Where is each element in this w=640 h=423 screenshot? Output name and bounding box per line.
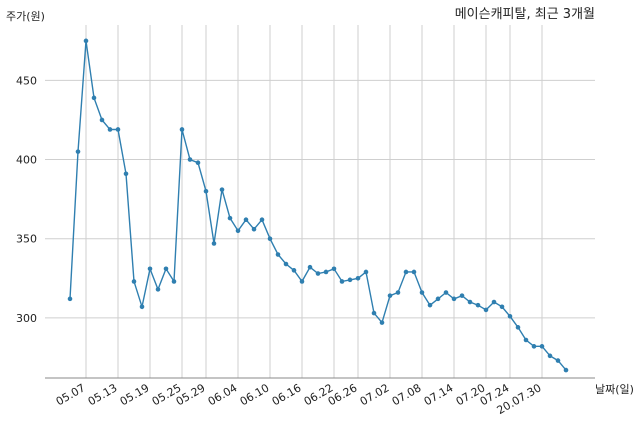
data-point xyxy=(403,269,409,275)
data-point xyxy=(155,287,161,292)
data-point xyxy=(491,299,497,305)
data-point xyxy=(355,275,361,281)
x-tick-label: 05.07 xyxy=(54,381,88,408)
y-tick-label: 450 xyxy=(16,74,37,87)
data-point xyxy=(323,269,329,275)
data-point xyxy=(291,268,297,273)
y-tick-label: 350 xyxy=(16,233,37,246)
series-line xyxy=(69,40,567,371)
x-axis-label: 날짜(일) xyxy=(595,382,634,396)
data-point xyxy=(419,290,425,295)
data-point xyxy=(131,279,137,284)
data-point xyxy=(275,252,281,257)
data-point xyxy=(475,302,481,308)
data-point xyxy=(283,261,289,267)
data-point xyxy=(243,217,249,223)
data-point xyxy=(467,299,473,305)
x-tick-label: 07.14 xyxy=(422,381,456,408)
data-point xyxy=(299,279,305,284)
data-point xyxy=(379,320,385,325)
data-point xyxy=(227,215,233,221)
data-point xyxy=(75,149,81,154)
data-point xyxy=(219,187,225,192)
data-point xyxy=(547,353,553,359)
data-point xyxy=(67,296,73,302)
data-point xyxy=(235,228,241,234)
y-axis-label: 주가(원) xyxy=(6,10,45,23)
data-point xyxy=(195,160,201,166)
data-point xyxy=(107,127,113,132)
data-point xyxy=(539,344,545,349)
data-point xyxy=(507,313,513,319)
y-tick-label: 400 xyxy=(16,154,37,167)
data-point xyxy=(459,293,465,298)
data-point xyxy=(563,367,569,373)
x-tick-label: 06.10 xyxy=(238,381,272,408)
data-point xyxy=(187,157,193,162)
data-point xyxy=(387,293,393,298)
x-tick-label: 05.19 xyxy=(118,381,152,408)
data-point xyxy=(99,117,105,123)
x-tick-label: 07.02 xyxy=(358,381,392,408)
x-tick-label: 06.16 xyxy=(270,381,304,408)
grid-layer xyxy=(45,25,595,378)
data-point xyxy=(523,337,529,343)
label-layer: 메이슨캐피탈, 최근 3개월 주가(원) 날짜(일) xyxy=(6,7,634,396)
data-point xyxy=(115,127,121,132)
data-point xyxy=(259,217,265,223)
data-point xyxy=(163,266,169,272)
data-point xyxy=(123,171,129,177)
data-point xyxy=(395,290,401,295)
series-layer xyxy=(67,38,569,373)
data-point xyxy=(331,266,337,272)
data-point xyxy=(411,269,417,275)
data-point xyxy=(171,279,177,284)
data-point xyxy=(307,264,313,270)
chart-title: 메이슨캐피탈, 최근 3개월 xyxy=(455,7,595,22)
data-point xyxy=(363,269,369,275)
data-point xyxy=(91,95,97,101)
data-point xyxy=(267,236,273,241)
axis-layer: 30035040045005.0705.1305.1905.2505.2906.… xyxy=(16,74,595,417)
data-point xyxy=(315,271,321,276)
data-point xyxy=(443,290,449,295)
data-point xyxy=(147,266,153,272)
data-point xyxy=(515,325,521,330)
data-point xyxy=(499,304,505,310)
data-point xyxy=(83,38,89,44)
x-tick-label: 07.08 xyxy=(390,381,424,408)
x-tick-label: 05.13 xyxy=(86,381,120,408)
data-point xyxy=(203,188,209,194)
data-point xyxy=(179,127,185,132)
data-point xyxy=(531,344,537,349)
data-point xyxy=(211,241,217,246)
data-point xyxy=(251,226,257,232)
data-point xyxy=(451,296,457,302)
data-point xyxy=(435,296,441,302)
data-point xyxy=(339,279,345,284)
data-point xyxy=(483,307,489,313)
data-point xyxy=(555,358,561,363)
data-point xyxy=(347,277,353,283)
data-point xyxy=(139,304,145,310)
x-tick-label: 06.04 xyxy=(206,381,240,408)
data-point xyxy=(371,310,377,316)
y-tick-label: 300 xyxy=(16,312,37,325)
data-point xyxy=(427,302,433,308)
